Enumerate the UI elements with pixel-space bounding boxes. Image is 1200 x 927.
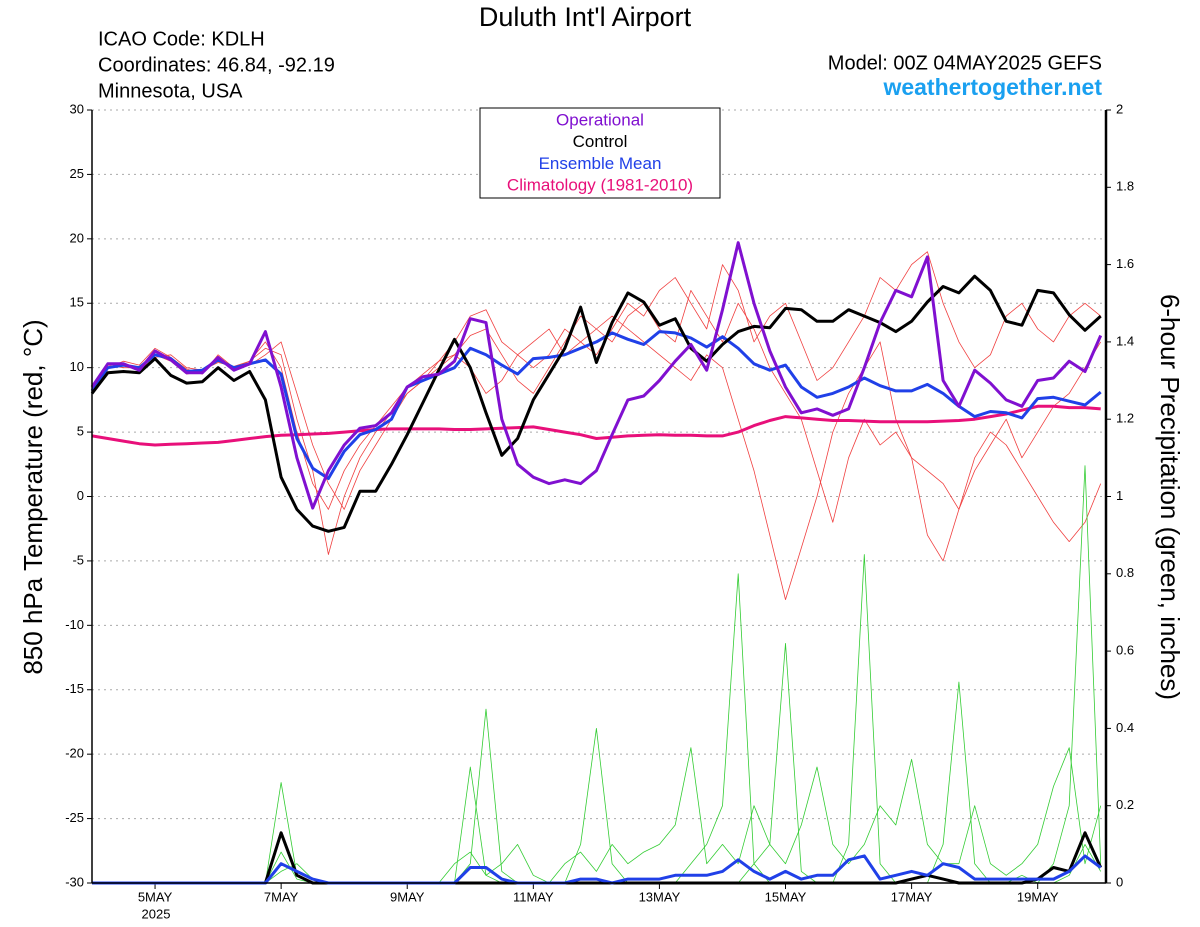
y-tick-label: -30 <box>65 874 84 889</box>
info-line: ICAO Code: KDLH <box>98 28 265 50</box>
legend-entry: Ensemble Mean <box>539 154 662 173</box>
y2-tick-label: 1 <box>1116 488 1123 503</box>
member-line <box>91 251 1101 510</box>
info-line: Minnesota, USA <box>98 80 243 102</box>
member-line <box>92 831 1103 885</box>
series-line <box>90 274 1102 533</box>
legend-entry: Control <box>573 132 628 151</box>
y-tick-label: -10 <box>65 617 84 632</box>
x-tick-label: 17MAY <box>891 889 933 904</box>
y-tick-label: 30 <box>70 101 84 116</box>
member-line <box>91 290 1102 542</box>
chart-title: Duluth Int'l Airport <box>479 2 692 32</box>
y2-tick-label: 0 <box>1116 874 1123 889</box>
x-tick-label: 11MAY <box>513 889 554 904</box>
y2-tick-label: 1.2 <box>1116 411 1134 426</box>
y2-tick-label: 1.8 <box>1116 179 1134 194</box>
y2-tick-label: 0.4 <box>1116 720 1134 735</box>
member-line <box>92 854 1102 885</box>
y2-tick-label: 0.6 <box>1116 643 1134 658</box>
y2-tick-label: 1.4 <box>1116 333 1134 348</box>
series-line <box>90 241 1103 510</box>
y-tick-label: -5 <box>72 552 84 567</box>
y-tick-label: 10 <box>70 359 84 374</box>
y-tick-label: -15 <box>65 681 84 696</box>
x-tick-label: 5MAY <box>138 889 173 904</box>
series-line <box>90 330 1102 480</box>
member-line <box>91 315 1102 600</box>
y-tick-label: -25 <box>65 810 84 825</box>
x-tick-label: 19MAY <box>1017 889 1059 904</box>
y-tick-label: 5 <box>77 424 84 439</box>
member-line <box>92 747 1102 884</box>
legend-box <box>479 107 721 199</box>
y2-axis-label: 6-hour Precipitation (green, inches) <box>1155 294 1185 700</box>
x-tick-label: 15MAY <box>765 889 807 904</box>
y2-tick-label: 0.2 <box>1116 797 1134 812</box>
info-line: Coordinates: 46.84, -92.19 <box>98 54 335 76</box>
y-tick-label: 0 <box>77 488 84 503</box>
y-axis-label: 850 hPa Temperature (red, °C) <box>18 319 48 674</box>
y-tick-label: 15 <box>70 295 84 310</box>
y2-tick-label: 1.6 <box>1116 256 1134 271</box>
x-tick-label: 7MAY <box>264 889 299 904</box>
y-tick-label: 25 <box>70 166 84 181</box>
year-label: 2025 <box>142 906 171 921</box>
site-name: weathertogether.net <box>882 74 1102 100</box>
y2-tick-label: 0.8 <box>1116 565 1134 580</box>
model-info: Model: 00Z 04MAY2025 GEFS <box>828 52 1102 74</box>
legend-entry: Operational <box>556 110 644 129</box>
x-tick-label: 13MAY <box>639 889 681 904</box>
member-line <box>92 465 1102 884</box>
legend-entry: Climatology (1981-2010) <box>507 176 693 195</box>
y-tick-label: -20 <box>65 746 84 761</box>
y2-tick-label: 2 <box>1116 101 1123 116</box>
x-tick-label: 9MAY <box>390 889 425 904</box>
series-line <box>91 404 1101 447</box>
y-tick-label: 20 <box>70 230 84 245</box>
